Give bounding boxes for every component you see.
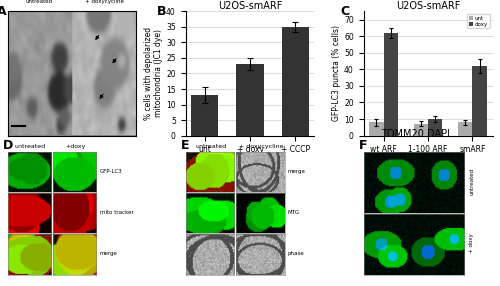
Text: untreated: untreated xyxy=(26,0,53,4)
Legend: unt, doxy: unt, doxy xyxy=(467,14,489,28)
Text: B: B xyxy=(157,5,166,18)
Text: TOMM20 DAPI: TOMM20 DAPI xyxy=(380,129,450,139)
Text: MTG: MTG xyxy=(288,210,300,215)
Bar xyxy=(282,27,308,136)
Title: U2OS-smARF: U2OS-smARF xyxy=(396,1,460,11)
Text: GFP-LC3: GFP-LC3 xyxy=(100,169,122,174)
Text: untreated: untreated xyxy=(470,168,474,195)
Bar xyxy=(384,33,398,136)
Text: mito tracker: mito tracker xyxy=(100,210,134,215)
Text: A: A xyxy=(0,5,7,18)
Title: U2OS-smARF: U2OS-smARF xyxy=(218,1,282,11)
Text: E: E xyxy=(180,139,189,152)
Text: + doxycycline: + doxycycline xyxy=(85,0,124,4)
Text: untreated: untreated xyxy=(195,144,226,149)
Bar xyxy=(414,124,428,136)
Bar xyxy=(472,66,486,136)
Bar xyxy=(236,64,264,136)
Bar xyxy=(192,95,218,136)
Text: untreated: untreated xyxy=(14,144,46,149)
Text: + doxycycline: + doxycycline xyxy=(238,144,283,149)
Text: D: D xyxy=(2,139,13,152)
Text: phase: phase xyxy=(288,251,304,256)
Bar xyxy=(428,119,442,136)
Y-axis label: GFP-LC3 puncta (% cells): GFP-LC3 puncta (% cells) xyxy=(332,25,342,122)
Text: + doxy: + doxy xyxy=(470,234,474,253)
Y-axis label: % cells with depolarized
mitochondria (JC1 dye): % cells with depolarized mitochondria (J… xyxy=(144,27,164,120)
Text: C: C xyxy=(340,5,349,18)
Text: merge: merge xyxy=(288,169,306,174)
Text: +doxy: +doxy xyxy=(65,144,86,149)
Text: F: F xyxy=(358,139,367,152)
Text: merge: merge xyxy=(100,251,117,256)
Bar xyxy=(370,122,384,136)
Title: U2OS-smARF: U2OS-smARF xyxy=(40,0,104,2)
Bar xyxy=(458,122,472,136)
